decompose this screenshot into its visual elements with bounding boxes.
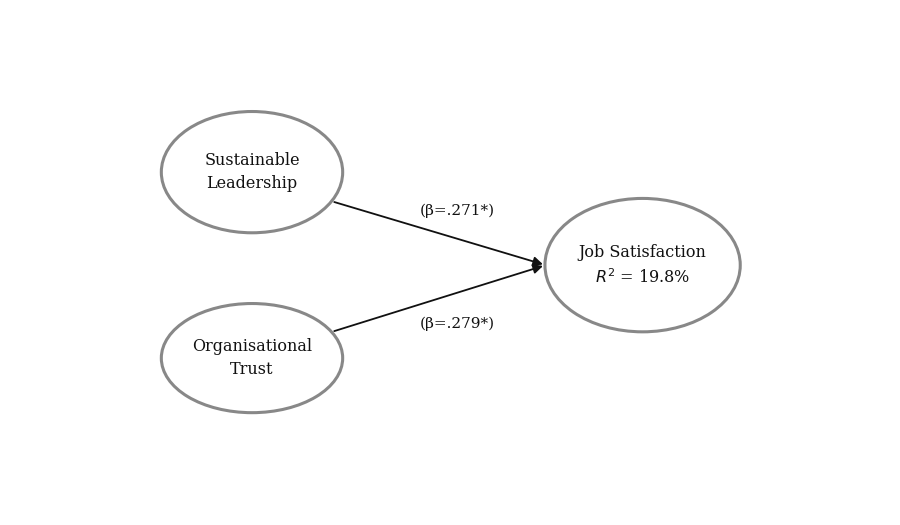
Text: Sustainable
Leadership: Sustainable Leadership <box>204 152 300 192</box>
Ellipse shape <box>161 303 343 413</box>
Ellipse shape <box>545 198 740 332</box>
Ellipse shape <box>161 111 343 233</box>
Text: Organisational
Trust: Organisational Trust <box>192 338 312 379</box>
Text: (β=.271*): (β=.271*) <box>419 203 494 218</box>
Text: Job Satisfaction
$R^2$ = 19.8%: Job Satisfaction $R^2$ = 19.8% <box>579 244 706 287</box>
Text: (β=.279*): (β=.279*) <box>419 317 494 331</box>
